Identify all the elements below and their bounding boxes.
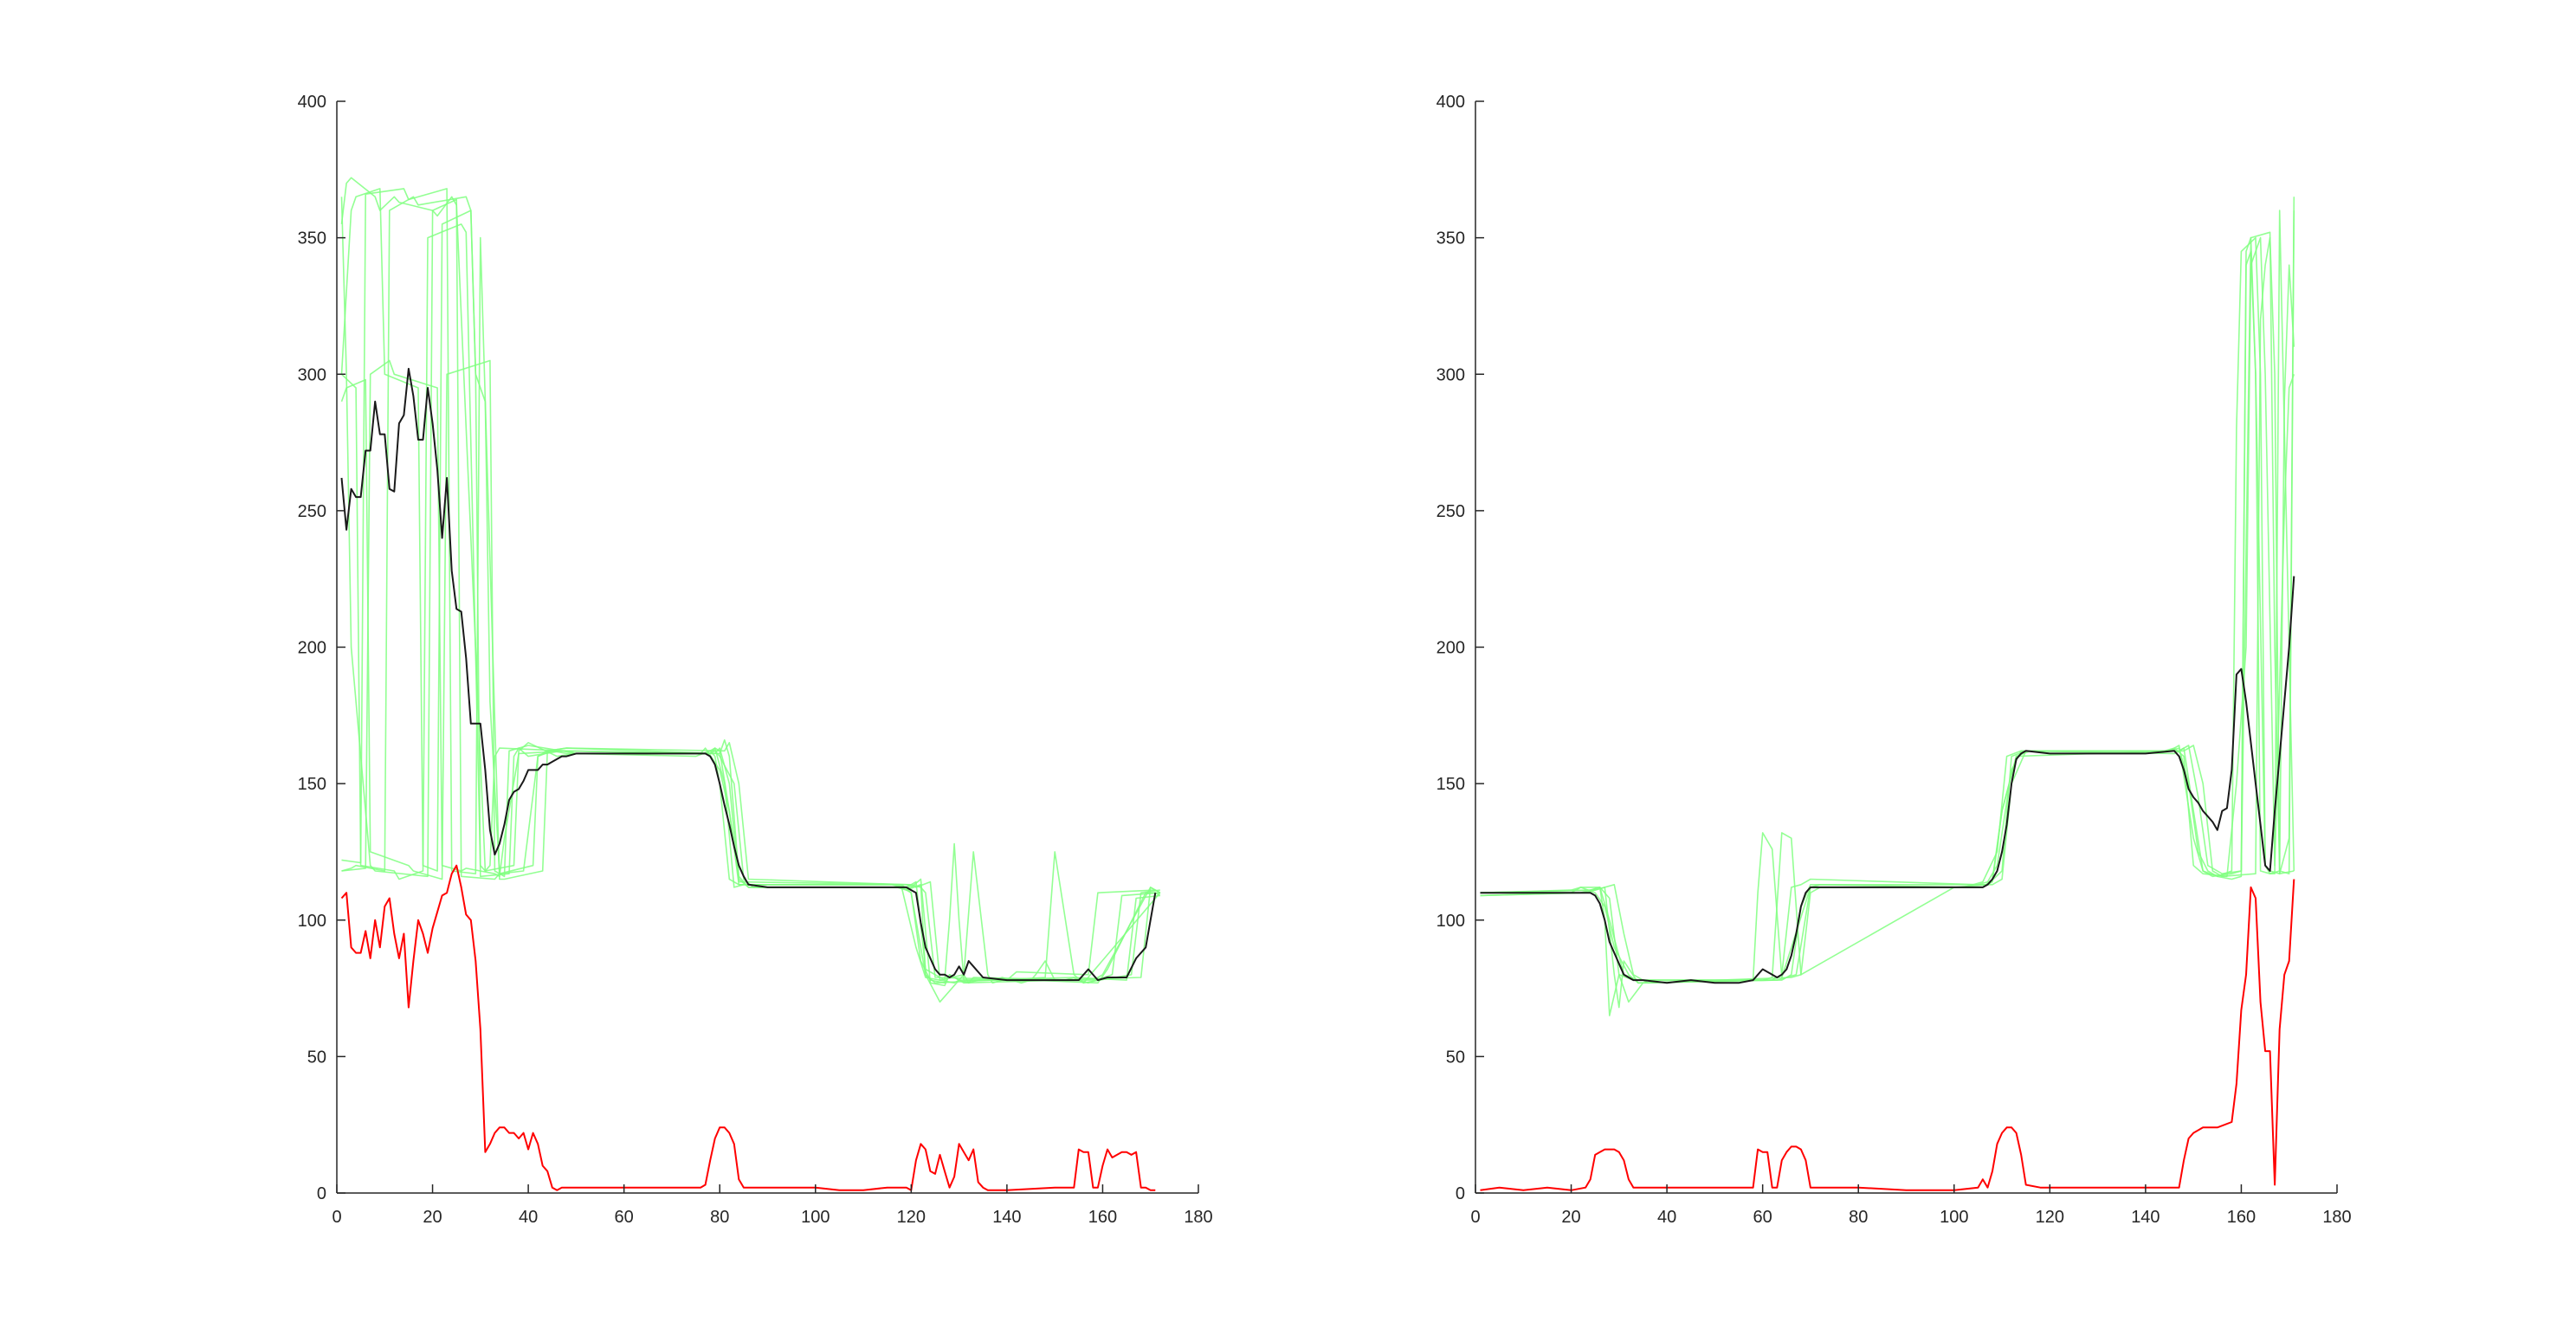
- mean-line: [340, 367, 1157, 982]
- green-trace-7: [341, 359, 1161, 984]
- x-tick-label: 120: [897, 1208, 926, 1227]
- y-tick-label: 200: [298, 639, 326, 658]
- x-tick-label: 40: [1657, 1208, 1676, 1227]
- x-tick-label: 100: [801, 1208, 830, 1227]
- green-trace-4: [341, 188, 1161, 984]
- green-trace-5: [1480, 210, 2295, 981]
- x-tick-label: 20: [1561, 1208, 1580, 1227]
- green-trace-3: [340, 359, 1161, 981]
- x-tick-label: 80: [1849, 1208, 1868, 1227]
- green-traces: [1480, 197, 2295, 1016]
- y-tick-label: 200: [1436, 639, 1465, 658]
- green-trace-6: [340, 188, 1161, 981]
- mean-line: [1480, 576, 2295, 984]
- x-tick-label: 60: [615, 1208, 634, 1227]
- y-tick-label: 50: [307, 1048, 326, 1067]
- x-tick-label: 40: [519, 1208, 538, 1227]
- green-trace-1: [1480, 210, 2295, 1009]
- green-traces: [340, 177, 1161, 1003]
- y-tick-label: 300: [298, 365, 326, 384]
- y-tick-label: 350: [1436, 229, 1465, 248]
- green-trace-0: [340, 177, 1160, 984]
- spread-line: [340, 864, 1156, 1191]
- x-tick-label: 160: [1088, 1208, 1117, 1227]
- x-tick-label: 20: [423, 1208, 442, 1227]
- green-trace-2: [1480, 236, 2295, 1003]
- y-tick-label: 400: [1436, 93, 1465, 112]
- x-tick-label: 60: [1753, 1208, 1772, 1227]
- y-tick-label: 250: [1436, 502, 1465, 521]
- y-tick-label: 100: [1436, 912, 1465, 931]
- x-tick-label: 160: [2227, 1208, 2256, 1227]
- y-tick-label: 0: [317, 1184, 326, 1203]
- x-tick-label: 80: [710, 1208, 729, 1227]
- y-tick-label: 0: [1456, 1184, 1465, 1203]
- spread-line: [1480, 879, 2295, 1191]
- y-tick-label: 150: [298, 775, 326, 794]
- y-tick-label: 350: [298, 229, 326, 248]
- x-tick-label: 140: [2131, 1208, 2160, 1227]
- green-trace-5: [340, 197, 1161, 987]
- right-plot: 0 20 40 60 80 100 120 140 160 180 0 50 100 150 200 250 3…: [1436, 93, 2352, 1227]
- y-tick-label: 100: [298, 912, 326, 931]
- y-tick-label: 250: [298, 502, 326, 521]
- y-tick-label: 300: [1436, 365, 1465, 384]
- x-tick-label: 180: [2322, 1208, 2351, 1227]
- x-tick-label: 0: [332, 1208, 341, 1227]
- x-tick-label: 180: [1184, 1208, 1212, 1227]
- x-tick-label: 0: [1470, 1208, 1480, 1227]
- green-trace-3: [1480, 236, 2295, 984]
- x-tick-label: 140: [992, 1208, 1021, 1227]
- y-tick-label: 50: [1446, 1048, 1465, 1067]
- y-tick-label: 400: [298, 93, 326, 112]
- x-tick-label: 100: [1940, 1208, 1968, 1227]
- y-tick-label: 150: [1436, 775, 1465, 794]
- green-trace-4: [1480, 236, 2295, 984]
- left-plot: 0 20 40 60 80 100 120 140 160 180 0 50 100 150 200 250 3…: [298, 93, 1213, 1227]
- green-trace-1: [341, 196, 1160, 984]
- x-tick-label: 120: [2036, 1208, 2064, 1227]
- green-trace-0: [1480, 197, 2295, 1016]
